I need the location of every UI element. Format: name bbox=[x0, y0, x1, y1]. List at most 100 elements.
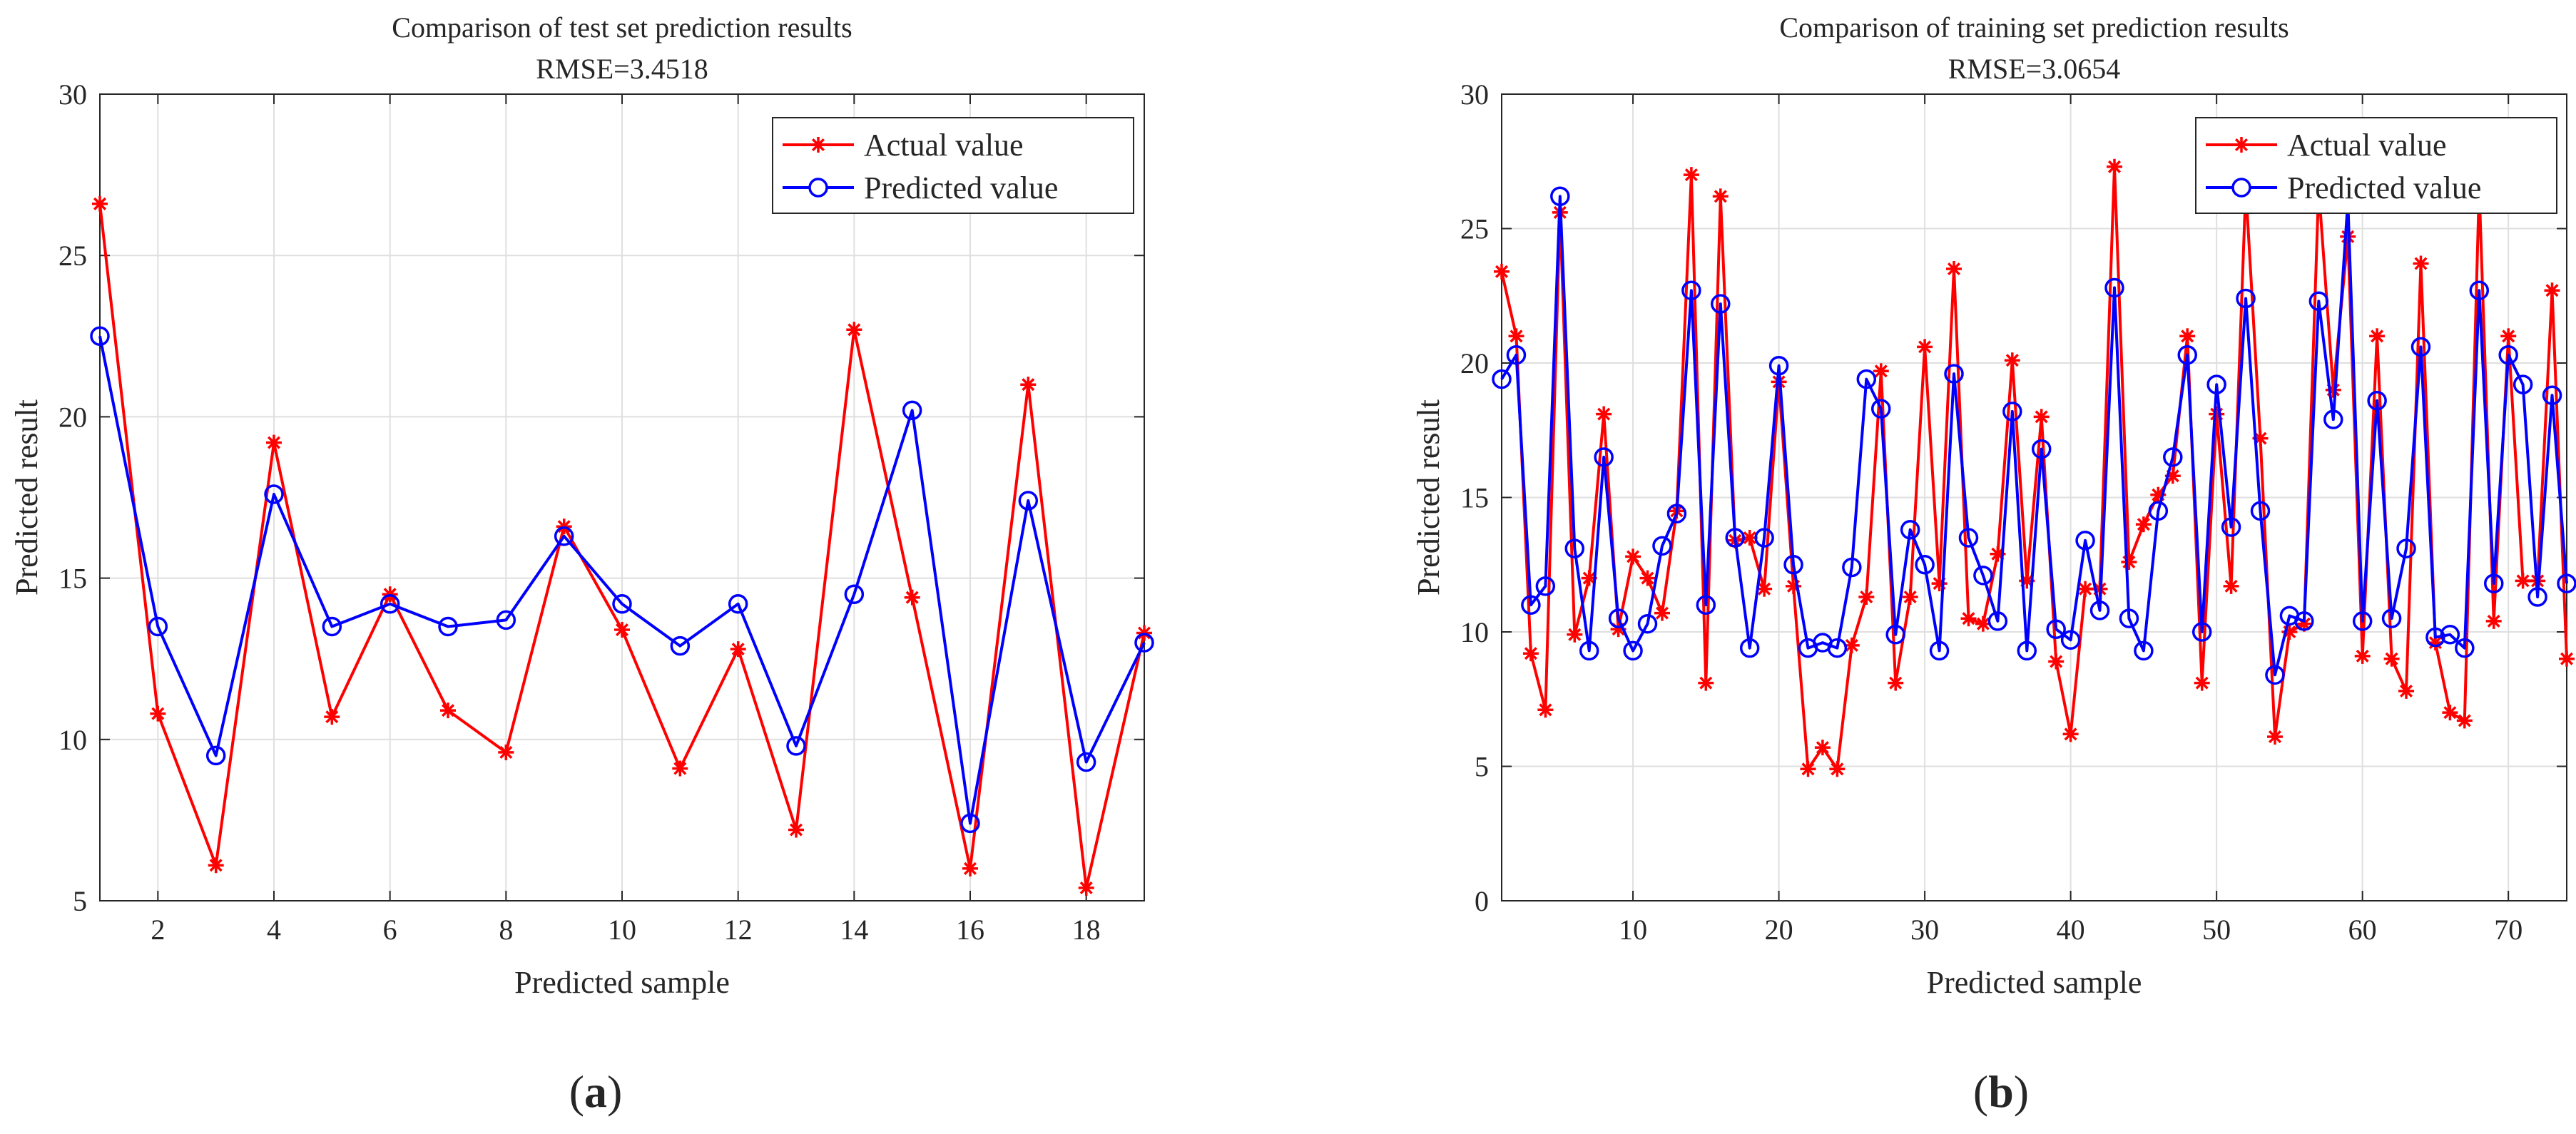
data-point bbox=[2135, 516, 2152, 533]
x-tick-label: 6 bbox=[383, 914, 397, 946]
data-point bbox=[2194, 675, 2210, 691]
data-point bbox=[1550, 186, 1570, 207]
marker-stroke bbox=[1524, 647, 1537, 660]
series-line bbox=[98, 335, 1146, 825]
chart-title: Comparison of test set prediction result… bbox=[392, 11, 852, 44]
data-point bbox=[2383, 650, 2400, 667]
marker-stroke bbox=[325, 710, 339, 724]
data-point bbox=[2134, 640, 2154, 661]
legend-label: Predicted value bbox=[2287, 170, 2481, 205]
data-point bbox=[902, 400, 922, 421]
marker-stroke bbox=[1568, 628, 1582, 641]
marker-stroke bbox=[1699, 676, 1713, 690]
marker-stroke bbox=[1874, 364, 1888, 378]
marker-stroke bbox=[1831, 762, 1844, 776]
data-point bbox=[2425, 627, 2445, 648]
data-point bbox=[1711, 294, 1731, 314]
marker-stroke bbox=[1889, 676, 1903, 690]
data-point bbox=[1698, 675, 1714, 691]
data-point bbox=[2206, 374, 2226, 394]
data-point bbox=[2075, 531, 2095, 551]
data-point bbox=[2236, 288, 2256, 309]
marker-stroke bbox=[2079, 582, 2092, 596]
chart-panel-a: 2 4 6 8 10 12 14 16 18 5 10 15 20 25 30 Comparison of t… bbox=[9, 11, 1154, 1117]
data-point bbox=[2077, 581, 2094, 597]
data-point bbox=[1885, 625, 1905, 645]
data-point bbox=[438, 616, 458, 637]
data-point bbox=[960, 813, 980, 834]
data-point bbox=[2396, 538, 2416, 558]
data-point bbox=[2483, 573, 2504, 593]
marker-stroke bbox=[1539, 703, 1552, 717]
data-point bbox=[904, 589, 920, 606]
data-point bbox=[1915, 555, 1935, 575]
legend-swatch-marker bbox=[810, 137, 826, 153]
data-point bbox=[1931, 576, 1948, 592]
y-axis-label: Predicted result bbox=[9, 399, 44, 596]
data-point bbox=[1768, 356, 1789, 376]
data-point bbox=[1873, 363, 1889, 379]
data-point bbox=[2177, 344, 2197, 365]
y-tick-label: 10 bbox=[1460, 616, 1489, 648]
data-point bbox=[1944, 364, 1964, 384]
series-actual bbox=[92, 195, 1152, 896]
data-point bbox=[1639, 570, 1656, 586]
data-point bbox=[1508, 328, 1524, 344]
data-point bbox=[1579, 640, 1599, 661]
data-point bbox=[1900, 519, 1920, 540]
data-point bbox=[1506, 344, 1527, 365]
marker-stroke bbox=[673, 762, 687, 775]
marker-stroke bbox=[151, 707, 165, 720]
chart-title: Comparison of training set prediction re… bbox=[1779, 11, 2289, 44]
marker-stroke bbox=[2487, 614, 2500, 628]
x-tick-label: 10 bbox=[608, 914, 636, 946]
data-point bbox=[1637, 613, 1658, 634]
legend: Actual value Predicted value bbox=[772, 117, 1134, 214]
y-axis-label: Predicted result bbox=[1411, 399, 1446, 596]
data-point bbox=[2121, 554, 2137, 570]
marker-stroke bbox=[2414, 257, 2428, 270]
marker-stroke bbox=[2152, 488, 2165, 501]
data-point bbox=[1537, 702, 1554, 718]
marker-stroke bbox=[1976, 617, 1990, 630]
marker-stroke bbox=[1918, 340, 1932, 354]
data-point bbox=[1521, 595, 1541, 615]
y-tick-label: 30 bbox=[1460, 78, 1489, 111]
x-tick-label: 4 bbox=[267, 914, 281, 946]
data-point bbox=[2104, 277, 2124, 298]
panel-label-open: ( bbox=[1973, 1066, 1988, 1117]
data-point bbox=[1608, 608, 1629, 628]
data-point bbox=[1902, 589, 1918, 605]
marker-stroke bbox=[2428, 636, 2442, 650]
data-point bbox=[205, 745, 226, 766]
y-tick-label: 15 bbox=[58, 563, 87, 595]
data-point bbox=[2367, 391, 2387, 411]
data-point bbox=[208, 857, 224, 874]
data-point bbox=[2381, 608, 2402, 628]
marker-stroke bbox=[847, 323, 861, 337]
marker-stroke bbox=[1626, 550, 1640, 563]
data-point bbox=[730, 641, 746, 658]
x-tick-label: 50 bbox=[2202, 914, 2231, 946]
data-point bbox=[1020, 377, 1037, 393]
data-point bbox=[1078, 879, 1094, 896]
y-tick-label: 15 bbox=[1460, 482, 1489, 514]
data-point bbox=[1843, 637, 1860, 653]
data-point bbox=[498, 744, 514, 760]
data-point bbox=[2191, 622, 2212, 642]
data-point bbox=[92, 195, 108, 212]
data-point bbox=[788, 822, 804, 838]
data-point bbox=[1829, 761, 1846, 777]
panel-label-letter: b bbox=[1988, 1066, 2014, 1117]
x-tick-label: 18 bbox=[1072, 914, 1101, 946]
data-point bbox=[786, 736, 806, 756]
data-point bbox=[2542, 385, 2562, 405]
marker-stroke bbox=[2064, 727, 2077, 741]
data-point bbox=[728, 594, 748, 614]
data-point bbox=[2398, 683, 2414, 699]
legend-swatch-marker bbox=[2234, 137, 2249, 153]
data-point bbox=[2179, 328, 2196, 344]
data-point bbox=[2004, 352, 2020, 369]
data-point bbox=[1696, 595, 1716, 615]
marker-stroke bbox=[2385, 652, 2398, 665]
